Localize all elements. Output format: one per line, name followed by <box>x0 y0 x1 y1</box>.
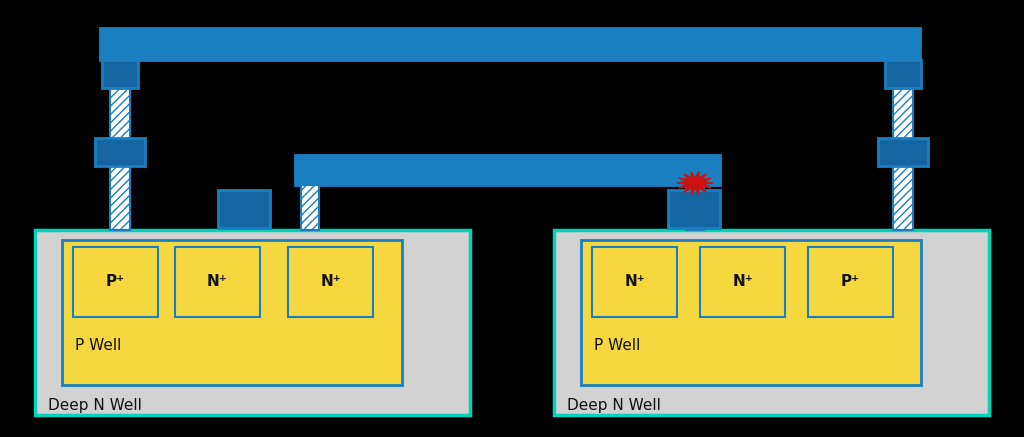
Bar <box>73 247 158 317</box>
Bar <box>686 185 705 230</box>
Bar <box>301 185 319 230</box>
Text: N⁺: N⁺ <box>207 274 228 289</box>
Bar <box>288 247 373 317</box>
Text: P Well: P Well <box>594 338 640 353</box>
Bar <box>62 240 402 385</box>
Text: Deep N Well: Deep N Well <box>48 398 142 413</box>
Bar <box>700 247 785 317</box>
Text: P Well: P Well <box>75 338 122 353</box>
Text: Deep N Well: Deep N Well <box>567 398 660 413</box>
Text: N⁺: N⁺ <box>624 274 645 289</box>
Bar <box>218 190 270 228</box>
Bar <box>554 230 989 415</box>
Bar <box>110 60 130 230</box>
Bar <box>175 247 260 317</box>
Text: N⁺: N⁺ <box>732 274 753 289</box>
Bar <box>878 138 928 166</box>
Bar <box>295 155 720 185</box>
Polygon shape <box>677 172 713 194</box>
Bar <box>885 60 921 88</box>
Text: P⁺: P⁺ <box>841 274 860 289</box>
Bar <box>102 60 138 88</box>
Bar <box>35 230 470 415</box>
Bar <box>808 247 893 317</box>
Bar <box>95 138 145 166</box>
Bar <box>100 28 920 60</box>
Bar <box>668 190 720 228</box>
Text: N⁺: N⁺ <box>321 274 341 289</box>
Text: P⁺: P⁺ <box>105 274 125 289</box>
Bar <box>581 240 921 385</box>
Bar <box>592 247 677 317</box>
Bar <box>893 60 913 230</box>
